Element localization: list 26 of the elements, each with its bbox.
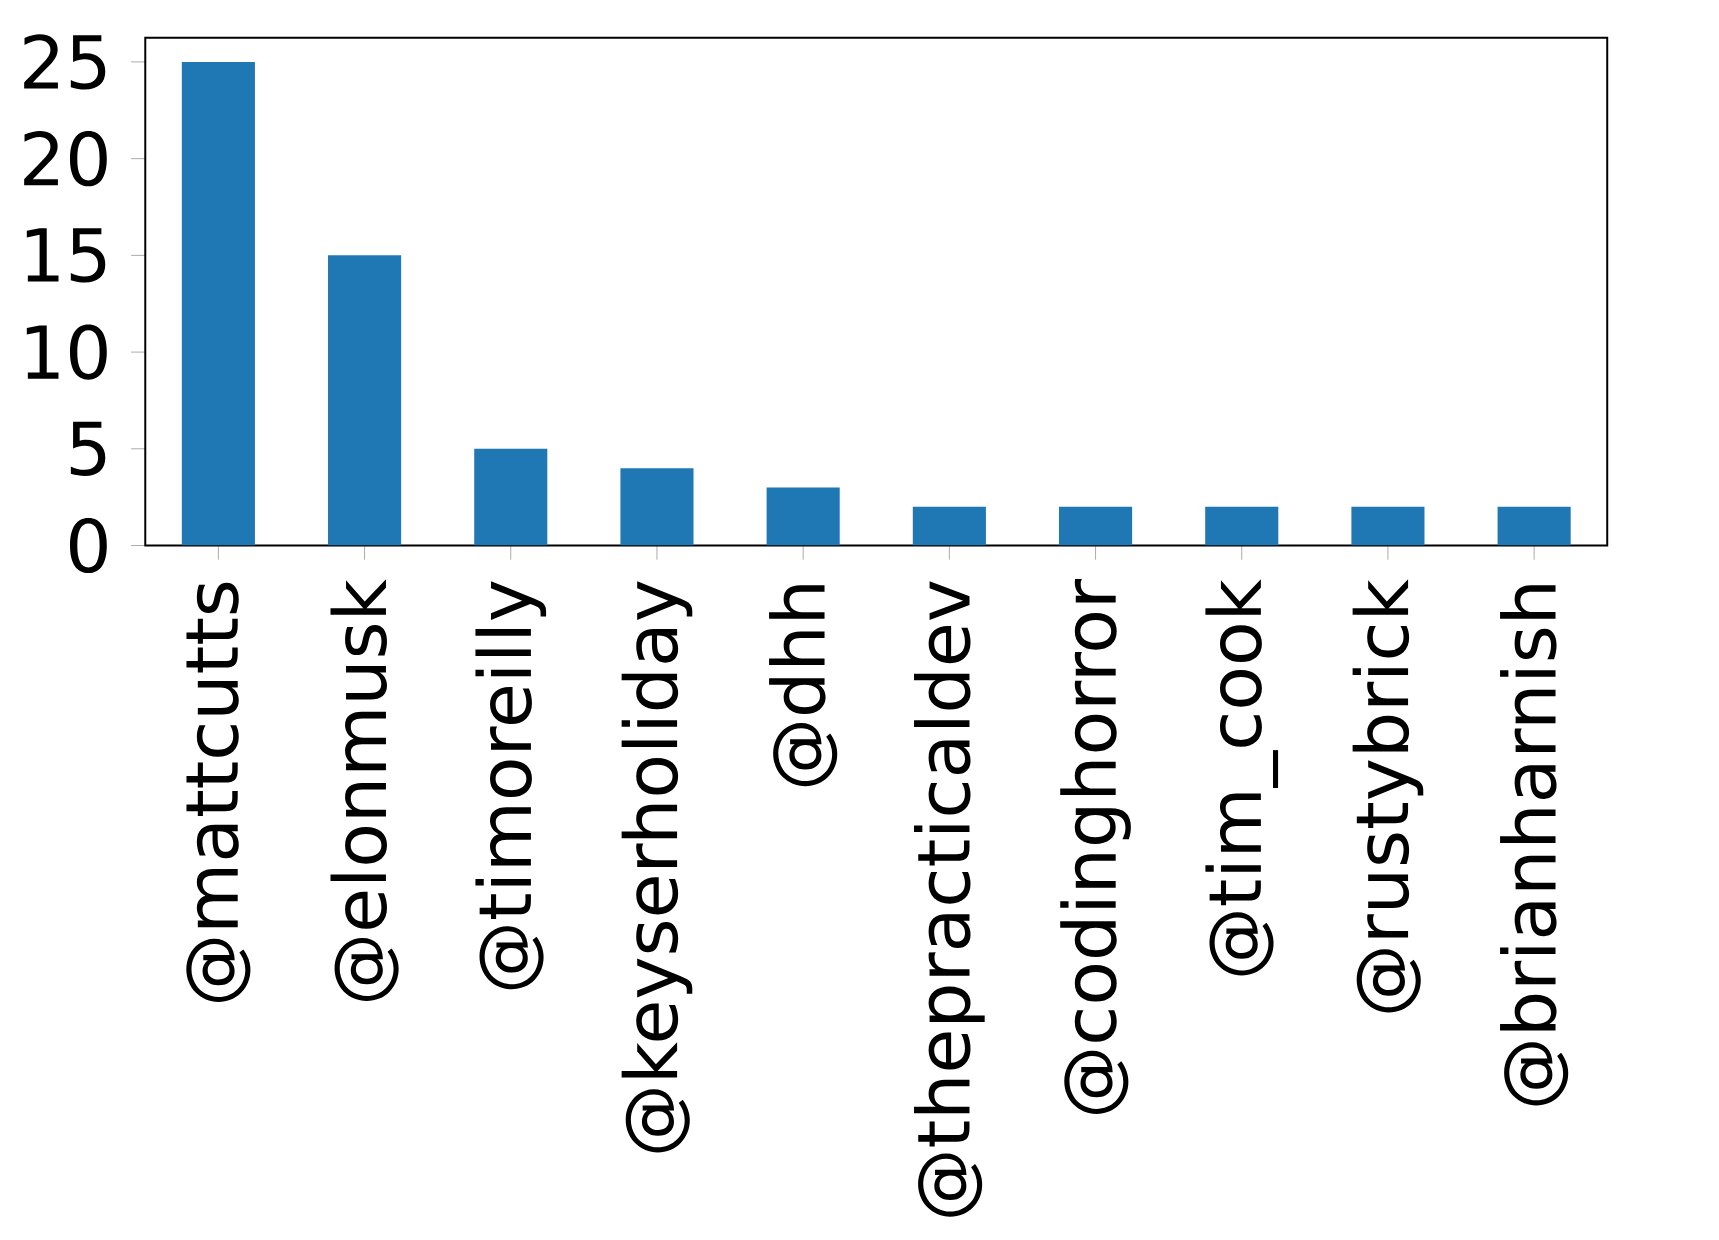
bar <box>620 468 694 546</box>
y-tick-label: 0 <box>70 517 107 574</box>
y-tick-label: 5 <box>70 421 106 476</box>
bar <box>181 61 255 546</box>
y-tick-label: 25 <box>24 34 106 90</box>
bar <box>1205 506 1279 546</box>
bar <box>766 487 840 546</box>
bar <box>474 448 548 546</box>
x-tick-label: @tim_cook <box>1205 579 1279 976</box>
x-tick-label: @brianharnish <box>1500 585 1569 1106</box>
x-tick-label: @codinghorror <box>1060 578 1131 1114</box>
x-tick-label: @dhh <box>769 585 838 787</box>
x-tick-label: @mattcutts <box>186 582 251 1002</box>
y-tick-label: 15 <box>26 228 106 283</box>
x-tick-label: @rustybrick <box>1352 579 1424 1013</box>
bar <box>328 255 402 546</box>
bar <box>1058 506 1133 546</box>
bar <box>1497 506 1571 546</box>
y-tick-label: 20 <box>24 130 107 187</box>
x-tick-label: @thepracticaldev <box>914 581 985 1217</box>
bar <box>1351 506 1425 546</box>
bar <box>912 506 986 546</box>
y-tick-label: 10 <box>26 324 107 380</box>
x-tick-label: @timoreilly <box>475 581 547 990</box>
x-tick-label: @elonmusk <box>330 579 399 1001</box>
x-tick-label: @keyserholiday <box>621 581 693 1153</box>
